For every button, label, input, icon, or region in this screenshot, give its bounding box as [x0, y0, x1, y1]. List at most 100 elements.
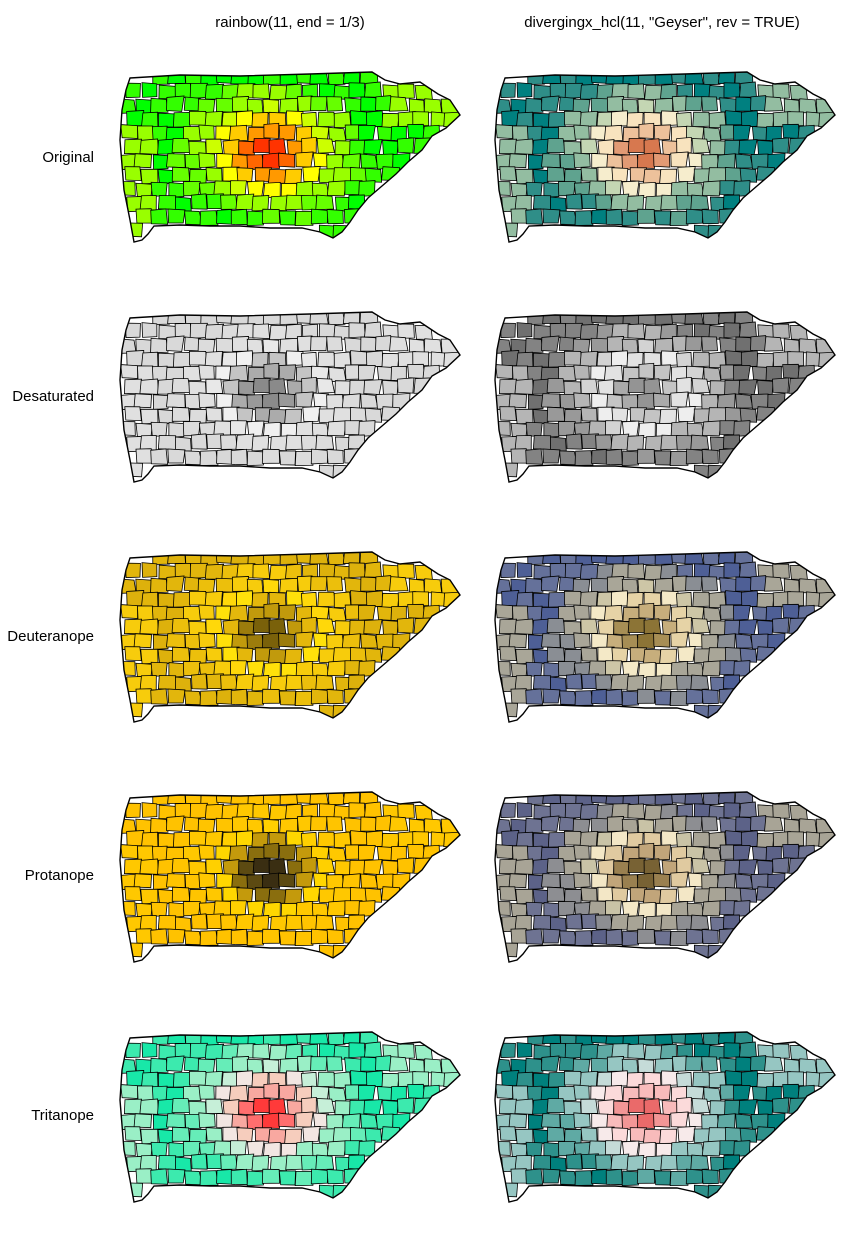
county-polygon — [310, 1168, 329, 1185]
county-polygon — [246, 690, 266, 707]
county-polygon — [532, 1129, 549, 1144]
county-polygon — [637, 632, 656, 649]
county-polygon — [295, 1111, 314, 1128]
county-polygon — [407, 123, 426, 139]
county-polygon — [590, 97, 609, 113]
county-polygon — [364, 407, 383, 423]
county-polygon — [733, 844, 751, 861]
county-polygon — [549, 676, 567, 692]
county-polygon — [348, 1042, 366, 1059]
county-polygon — [818, 831, 835, 848]
county-polygon — [701, 180, 722, 197]
county-polygon — [262, 792, 282, 806]
county-polygon — [739, 801, 757, 818]
county-polygon — [559, 393, 577, 410]
county-polygon — [326, 154, 345, 170]
county-polygon — [120, 661, 136, 676]
county-polygon — [141, 591, 159, 608]
county-polygon — [334, 1100, 352, 1116]
county-polygon — [150, 1141, 168, 1157]
county-polygon — [344, 97, 362, 113]
county-polygon — [549, 563, 568, 579]
state-outline — [119, 311, 461, 483]
county-polygon — [574, 690, 594, 706]
county-polygon — [316, 618, 335, 634]
county-polygon — [205, 887, 223, 902]
county-polygon — [360, 96, 378, 112]
county-polygon — [787, 1071, 805, 1087]
county-polygon — [204, 830, 223, 847]
county-polygon — [310, 816, 328, 831]
county-polygon — [440, 98, 459, 115]
county-polygon — [707, 887, 728, 903]
county-polygon — [182, 421, 201, 437]
county-polygon — [512, 845, 530, 861]
county-polygon — [499, 222, 519, 238]
county-polygon — [580, 647, 598, 662]
county-polygon — [222, 1099, 240, 1116]
county-polygon — [279, 792, 299, 805]
county-polygon — [733, 604, 751, 621]
county-polygon — [644, 675, 664, 692]
county-polygon — [495, 1141, 511, 1156]
county-polygon — [613, 1100, 630, 1116]
county-polygon — [643, 618, 662, 636]
county-polygon — [573, 152, 591, 169]
county-polygon — [443, 831, 460, 848]
county-polygon — [719, 97, 737, 113]
county-polygon — [407, 1083, 426, 1099]
county-polygon — [669, 450, 689, 467]
county-polygon — [408, 338, 425, 354]
county-polygon — [284, 888, 303, 904]
county-polygon — [542, 552, 561, 565]
county-polygon — [675, 111, 693, 129]
county-polygon — [295, 660, 314, 678]
county-polygon — [278, 1112, 296, 1128]
county-polygon — [310, 576, 328, 591]
county-polygon — [135, 902, 153, 918]
county-polygon — [637, 578, 655, 595]
county-polygon — [701, 816, 719, 832]
county-polygon — [363, 619, 383, 635]
county-polygon — [611, 167, 629, 183]
county-polygon — [182, 606, 202, 622]
county-polygon — [120, 1084, 139, 1099]
county-map-svg — [494, 791, 836, 963]
county-polygon — [591, 393, 609, 409]
county-polygon — [344, 817, 362, 833]
county-polygon — [341, 873, 361, 890]
county-polygon — [252, 323, 271, 340]
county-polygon — [685, 688, 704, 705]
county-polygon — [188, 110, 208, 126]
county-polygon — [120, 604, 139, 619]
county-polygon — [510, 928, 528, 944]
county-polygon — [549, 916, 567, 932]
county-polygon — [764, 1056, 784, 1072]
county-polygon — [133, 873, 152, 889]
county-polygon — [512, 365, 530, 381]
county-polygon — [295, 151, 314, 168]
county-polygon — [189, 562, 208, 579]
county-polygon — [341, 393, 361, 410]
county-polygon — [637, 392, 656, 409]
county-polygon — [174, 436, 192, 452]
county-polygon — [527, 1114, 546, 1130]
county-polygon — [684, 552, 704, 565]
county-polygon — [347, 194, 366, 210]
county-polygon — [120, 1141, 136, 1156]
county-polygon — [360, 1113, 379, 1129]
county-polygon — [546, 618, 566, 634]
county-polygon — [397, 617, 415, 634]
county-polygon — [563, 350, 583, 366]
county-polygon — [251, 915, 270, 932]
county-polygon — [310, 928, 329, 945]
county-polygon — [246, 1114, 265, 1130]
county-polygon — [407, 603, 426, 619]
county-polygon — [408, 1058, 425, 1074]
county-polygon — [654, 312, 674, 325]
county-polygon — [252, 563, 271, 580]
county-polygon — [389, 1056, 409, 1072]
county-polygon — [549, 1156, 567, 1172]
map-panel-rainbow-deuteranope — [119, 550, 461, 730]
county-polygon — [152, 312, 170, 325]
